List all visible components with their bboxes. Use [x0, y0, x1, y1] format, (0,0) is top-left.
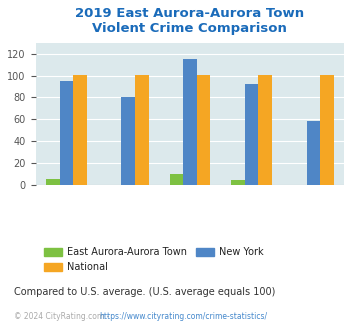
Bar	[245, 84, 258, 185]
Bar	[170, 174, 183, 185]
Bar	[46, 179, 60, 185]
Legend: East Aurora-Aurora Town, National, New York: East Aurora-Aurora Town, National, New Y…	[40, 244, 267, 276]
Bar	[60, 81, 73, 185]
Bar	[307, 121, 320, 185]
Text: https://www.cityrating.com/crime-statistics/: https://www.cityrating.com/crime-statist…	[99, 312, 268, 321]
Bar	[258, 75, 272, 185]
Bar	[73, 75, 87, 185]
Bar	[183, 59, 197, 185]
Text: © 2024 CityRating.com -: © 2024 CityRating.com -	[14, 312, 112, 321]
Bar	[320, 75, 334, 185]
Title: 2019 East Aurora-Aurora Town
Violent Crime Comparison: 2019 East Aurora-Aurora Town Violent Cri…	[75, 7, 305, 35]
Bar	[231, 181, 245, 185]
Bar	[135, 75, 148, 185]
Bar	[197, 75, 210, 185]
Text: Compared to U.S. average. (U.S. average equals 100): Compared to U.S. average. (U.S. average …	[14, 287, 275, 297]
Bar	[121, 97, 135, 185]
